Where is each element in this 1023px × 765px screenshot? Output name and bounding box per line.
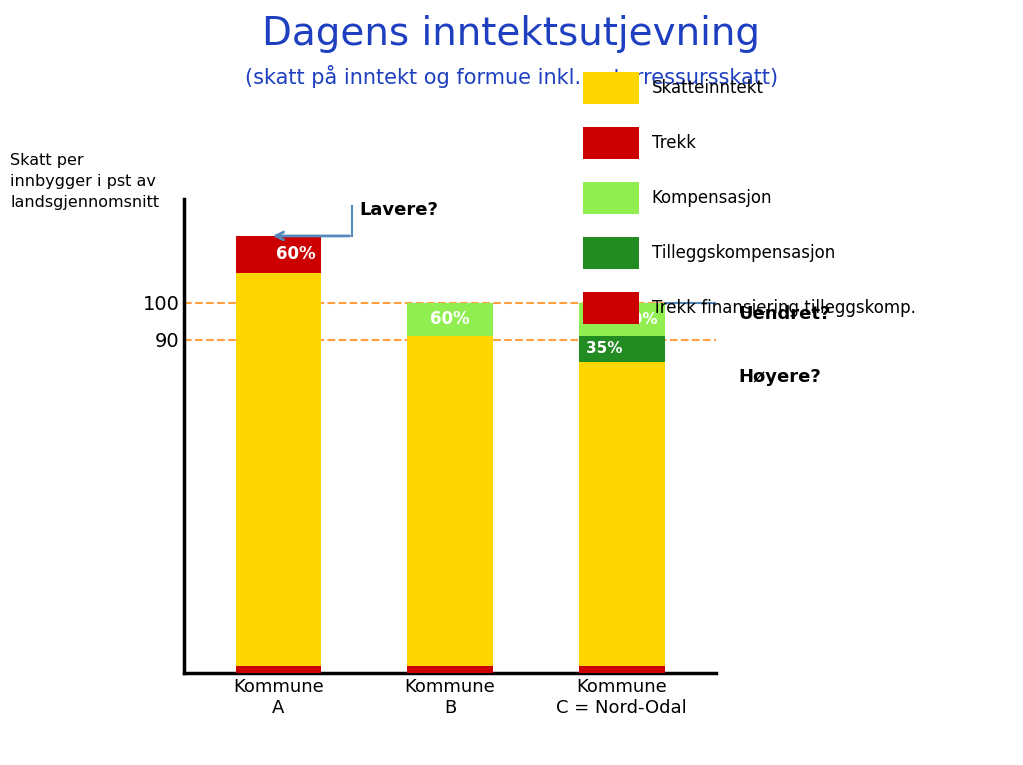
Bar xyxy=(407,666,493,673)
Text: Uendret?: Uendret? xyxy=(739,304,831,323)
Bar xyxy=(579,336,665,362)
Text: Skatteinntekt: Skatteinntekt xyxy=(652,79,763,97)
Text: Trekk finansiering tilleggskomp.: Trekk finansiering tilleggskomp. xyxy=(652,299,916,317)
Text: Trekk: Trekk xyxy=(652,134,696,152)
Bar xyxy=(235,666,321,673)
Text: Høyere?: Høyere? xyxy=(739,368,821,386)
Text: (skatt på inntekt og formue inkl. naturressursskatt): (skatt på inntekt og formue inkl. naturr… xyxy=(244,65,779,88)
Bar xyxy=(579,303,665,336)
Text: 60%: 60% xyxy=(431,311,470,328)
Text: 60%: 60% xyxy=(276,246,315,263)
Bar xyxy=(407,303,493,336)
Bar xyxy=(235,273,321,666)
Bar xyxy=(235,236,321,273)
Text: Skatt per
innbygger i pst av
landsgjennomsnitt: Skatt per innbygger i pst av landsgjenno… xyxy=(10,153,160,210)
Text: 35%: 35% xyxy=(586,341,623,356)
Bar xyxy=(579,666,665,673)
Text: Kompensasjon: Kompensasjon xyxy=(652,189,772,207)
Bar xyxy=(579,362,665,666)
Text: Lavere?: Lavere? xyxy=(359,200,438,219)
Bar xyxy=(407,336,493,666)
Text: 60%: 60% xyxy=(621,312,657,327)
Text: Dagens inntektsutjevning: Dagens inntektsutjevning xyxy=(263,15,760,54)
Text: Tilleggskompensasjon: Tilleggskompensasjon xyxy=(652,244,835,262)
